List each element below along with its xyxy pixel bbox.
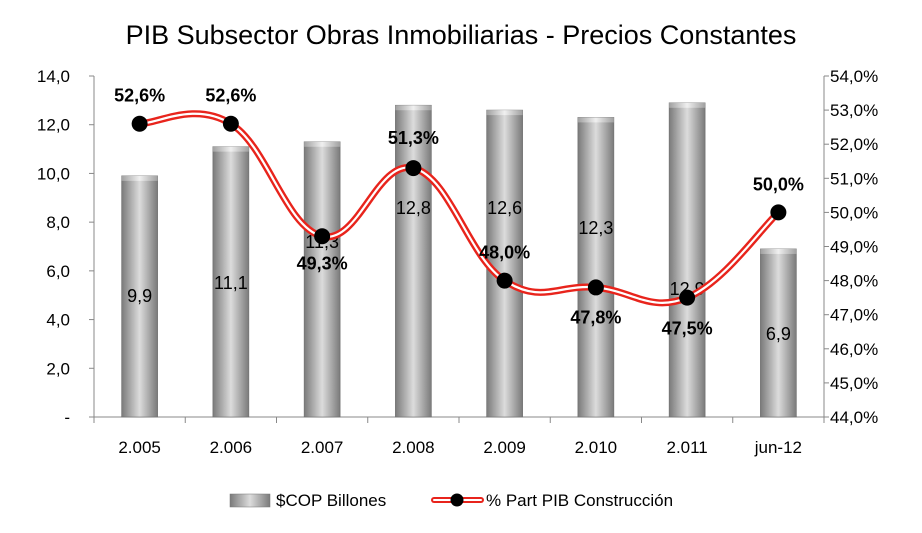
bar-label: 6,9 <box>766 324 791 344</box>
left-tick-label: 8,0 <box>46 213 70 232</box>
bar-top <box>577 117 614 123</box>
bar-top <box>304 141 341 147</box>
right-tick-label: 48,0% <box>830 272 878 291</box>
line-marker <box>587 279 604 296</box>
legend-line-marker <box>450 493 464 507</box>
right-tick-label: 49,0% <box>830 238 878 257</box>
legend-bar-swatch <box>229 493 271 508</box>
left-tick-label: 6,0 <box>46 262 70 281</box>
left-tick-label: 14,0 <box>37 67 70 86</box>
line-marker <box>131 115 148 132</box>
right-tick-label: 52,0% <box>830 135 878 154</box>
right-tick-label: 45,0% <box>830 374 878 393</box>
bar <box>486 109 523 418</box>
bar-label: 9,9 <box>127 286 152 306</box>
bar <box>121 175 158 418</box>
left-tick-label: 10,0 <box>37 164 70 183</box>
line-labels: 52,6% 52,6% 49,3% 51,3% 48,0% 47,8% 47,5% 50,0% <box>114 86 804 339</box>
line-series <box>131 110 787 307</box>
bar-top <box>669 102 706 108</box>
x-tick-label: 2.008 <box>392 438 435 457</box>
right-tick-label: 51,0% <box>830 169 878 188</box>
x-tick-label: 2.007 <box>301 438 344 457</box>
line-label: 52,6% <box>205 86 256 106</box>
bar-top <box>121 175 158 181</box>
bars <box>121 102 797 418</box>
bar-label: 11,1 <box>214 273 248 293</box>
x-tick-label: 2.011 <box>666 438 707 457</box>
line-marker <box>770 204 787 221</box>
bar <box>212 146 250 418</box>
bar-top <box>486 110 523 116</box>
x-tick-label: jun-12 <box>754 438 802 457</box>
legend-line-label: % Part PIB Construcción <box>486 491 673 510</box>
left-tick-label: 12,0 <box>37 116 70 135</box>
bar <box>303 141 341 418</box>
right-tick-label: 53,0% <box>830 101 878 120</box>
bar <box>395 104 432 418</box>
left-tick-label: 2,0 <box>46 359 70 378</box>
line-label: 49,3% <box>297 253 348 273</box>
series-line-inner <box>138 112 780 304</box>
bar-label: 12,6 <box>487 198 522 218</box>
line-label: 48,0% <box>479 243 530 263</box>
line-marker <box>496 272 513 289</box>
axes: - 2,0 4,0 6,0 8,0 10,0 12,0 14,0 44,0% 45,0% 46,0%… <box>37 67 878 457</box>
line-label: 47,5% <box>662 319 713 339</box>
legend-bar-label: $COP Billones <box>276 491 386 510</box>
right-tick-label: 46,0% <box>830 340 878 359</box>
bar-top <box>760 248 797 254</box>
legend: $COP Billones % Part PIB Construcción <box>229 491 673 510</box>
right-tick-label: 47,0% <box>830 306 878 325</box>
line-marker <box>405 160 422 177</box>
bar <box>760 248 797 418</box>
x-tick-label: 2.009 <box>483 438 526 457</box>
bar-top <box>395 105 432 111</box>
bar-label: 12,3 <box>578 218 613 238</box>
line-label: 52,6% <box>114 86 165 106</box>
right-tick-label: 54,0% <box>830 67 878 86</box>
line-marker <box>314 228 331 245</box>
bar <box>577 117 615 418</box>
right-tick-label: 50,0% <box>830 203 878 222</box>
x-tick-label: 2.006 <box>210 438 253 457</box>
line-label: 47,8% <box>570 307 621 327</box>
left-tick-label: - <box>64 408 70 427</box>
line-label: 50,0% <box>753 174 804 194</box>
line-marker <box>679 289 696 306</box>
bar-label: 12,8 <box>396 198 431 218</box>
right-tick-label: 44,0% <box>830 408 878 427</box>
x-tick-label: 2.005 <box>118 438 161 457</box>
chart-title: PIB Subsector Obras Inmobiliarias - Prec… <box>126 20 797 50</box>
line-marker <box>222 115 239 132</box>
bar <box>668 102 706 418</box>
line-label: 51,3% <box>388 128 439 148</box>
x-tick-label: 2.010 <box>575 438 618 457</box>
left-tick-label: 4,0 <box>46 311 70 330</box>
bar-top <box>212 146 249 152</box>
